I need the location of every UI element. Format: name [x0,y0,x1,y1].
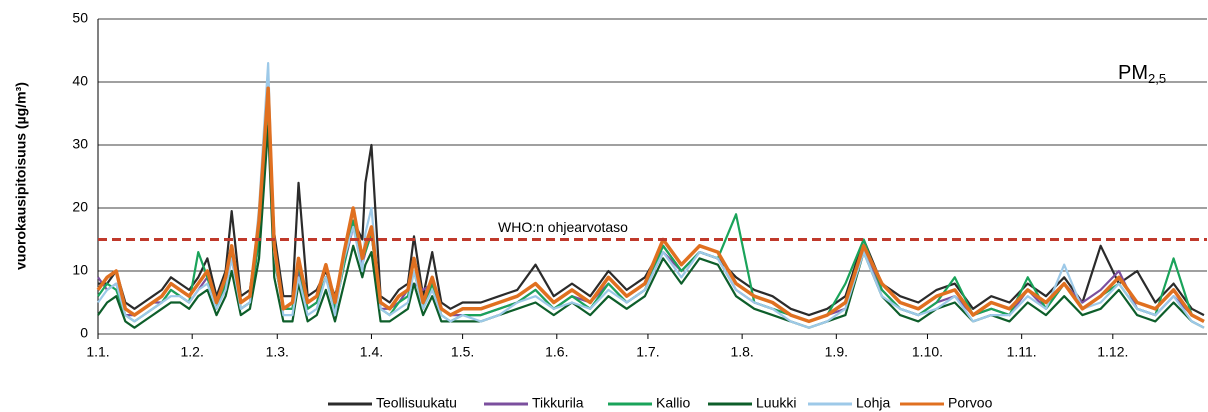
y-axis-label: vuorokausipitoisuus (µg/m³) [13,82,29,270]
legend-item: Luukki [708,395,796,411]
legend-item: Kallio [608,395,690,411]
x-tick-label: 1.7. [636,344,659,360]
x-tick-label: 1.9. [825,344,848,360]
series-line [96,86,1205,324]
legend-label: Tikkurila [532,395,584,411]
x-tick-label: 1.3. [266,344,289,360]
legend-label: Lohja [856,395,890,411]
x-tick-label: 1.4. [360,344,383,360]
x-tick-label: 1.10. [912,344,943,360]
pm-sub: 2,5 [1148,71,1166,86]
legend-item: Teollisuukatu [328,395,457,411]
legend-item: Lohja [808,395,890,411]
x-tick-label: 1.8. [730,344,753,360]
y-tick-label: 0 [80,325,88,341]
series-line [98,99,1205,317]
reference-label: WHO:n ohjearvotaso [498,219,628,235]
legend-label: Teollisuukatu [376,395,457,411]
pm-label: PM2,5 [1118,62,1166,86]
series-line [97,62,1205,329]
y-tick-label: 20 [72,199,88,215]
x-tick-label: 1.2. [181,344,204,360]
x-tick-label: 1.6. [545,344,568,360]
y-tick-label: 30 [72,136,88,152]
legend-label: Luukki [756,395,796,411]
x-tick-label: 1.11. [1007,344,1037,360]
x-tick-label: 1.1. [86,344,109,360]
y-tick-label: 50 [72,10,88,26]
legend-label: Kallio [656,395,690,411]
y-tick-label: 10 [72,262,88,278]
x-tick-label: 1.12. [1097,344,1128,360]
x-tick-label: 1.5. [451,344,474,360]
legend-item: Porvoo [900,395,993,411]
pm-main: PM [1118,62,1148,84]
series-line [97,125,1205,329]
legend-label: Porvoo [948,395,993,411]
y-tick-label: 40 [72,73,88,89]
legend-item: Tikkurila [484,395,584,411]
